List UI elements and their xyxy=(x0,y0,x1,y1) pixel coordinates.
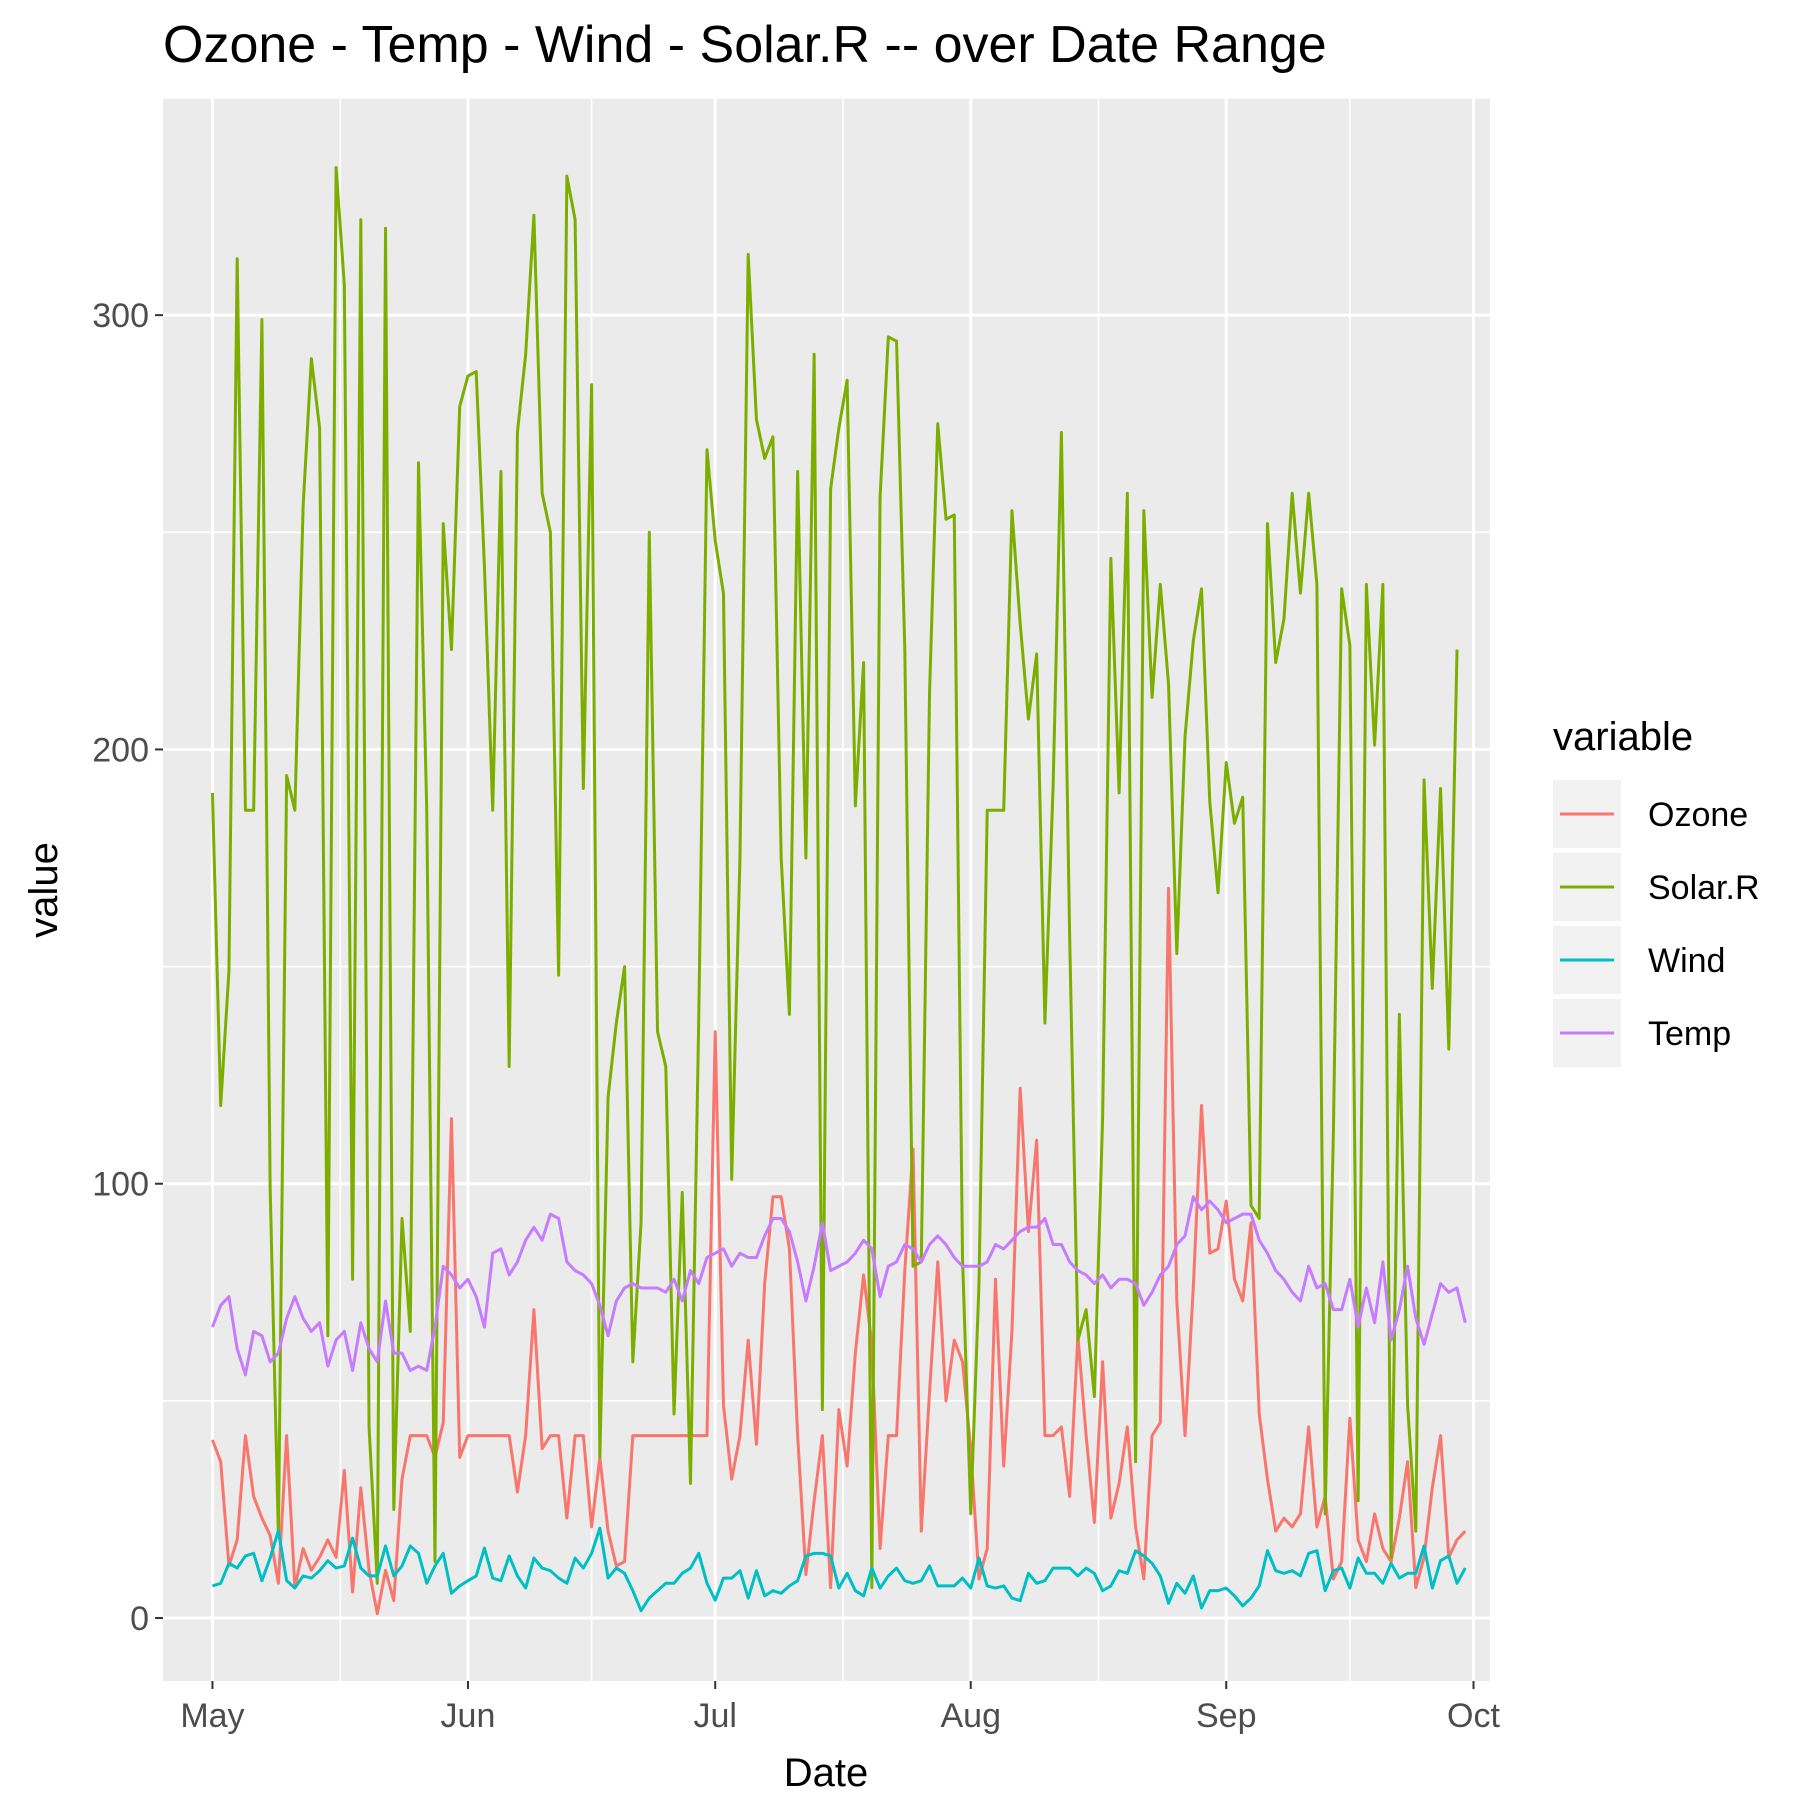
legend-label-wind: Wind xyxy=(1648,942,1725,980)
legend-label-temp: Temp xyxy=(1648,1015,1731,1053)
x-tick-label: Sep xyxy=(1196,1697,1257,1735)
y-tick-label: 300 xyxy=(92,297,149,335)
series-line-wind xyxy=(211,1526,1467,1613)
legend-label-ozone: Ozone xyxy=(1648,796,1748,834)
x-tick-label: Oct xyxy=(1447,1697,1500,1735)
y-axis-title: value xyxy=(22,842,66,938)
legend-title: variable xyxy=(1553,715,1693,759)
x-tick-label: May xyxy=(180,1697,244,1735)
y-axis: 0 100 200 300 xyxy=(92,297,163,1638)
y-tick-label: 0 xyxy=(130,1600,149,1638)
grid-major xyxy=(163,98,1490,1681)
series-line-temp xyxy=(211,1195,1467,1377)
x-axis-title: Date xyxy=(784,1751,869,1795)
x-tick-label: Jul xyxy=(693,1697,736,1735)
legend-label-solar-r: Solar.R xyxy=(1648,869,1760,907)
legend: variable Ozone Solar.R Wind Temp xyxy=(1553,715,1760,1067)
x-tick-label: Jun xyxy=(441,1697,496,1735)
x-axis: May Jun Jul Aug Sep Oct xyxy=(180,1681,1501,1735)
y-tick-label: 100 xyxy=(92,1166,149,1204)
x-tick-label: Aug xyxy=(940,1697,1001,1735)
y-tick-label: 200 xyxy=(92,731,149,769)
chart-title: Ozone - Temp - Wind - Solar.R -- over Da… xyxy=(163,16,1327,74)
series-line-solar-r xyxy=(210,165,1459,1590)
series-line-ozone xyxy=(211,886,1467,1616)
series-layer xyxy=(210,165,1467,1616)
